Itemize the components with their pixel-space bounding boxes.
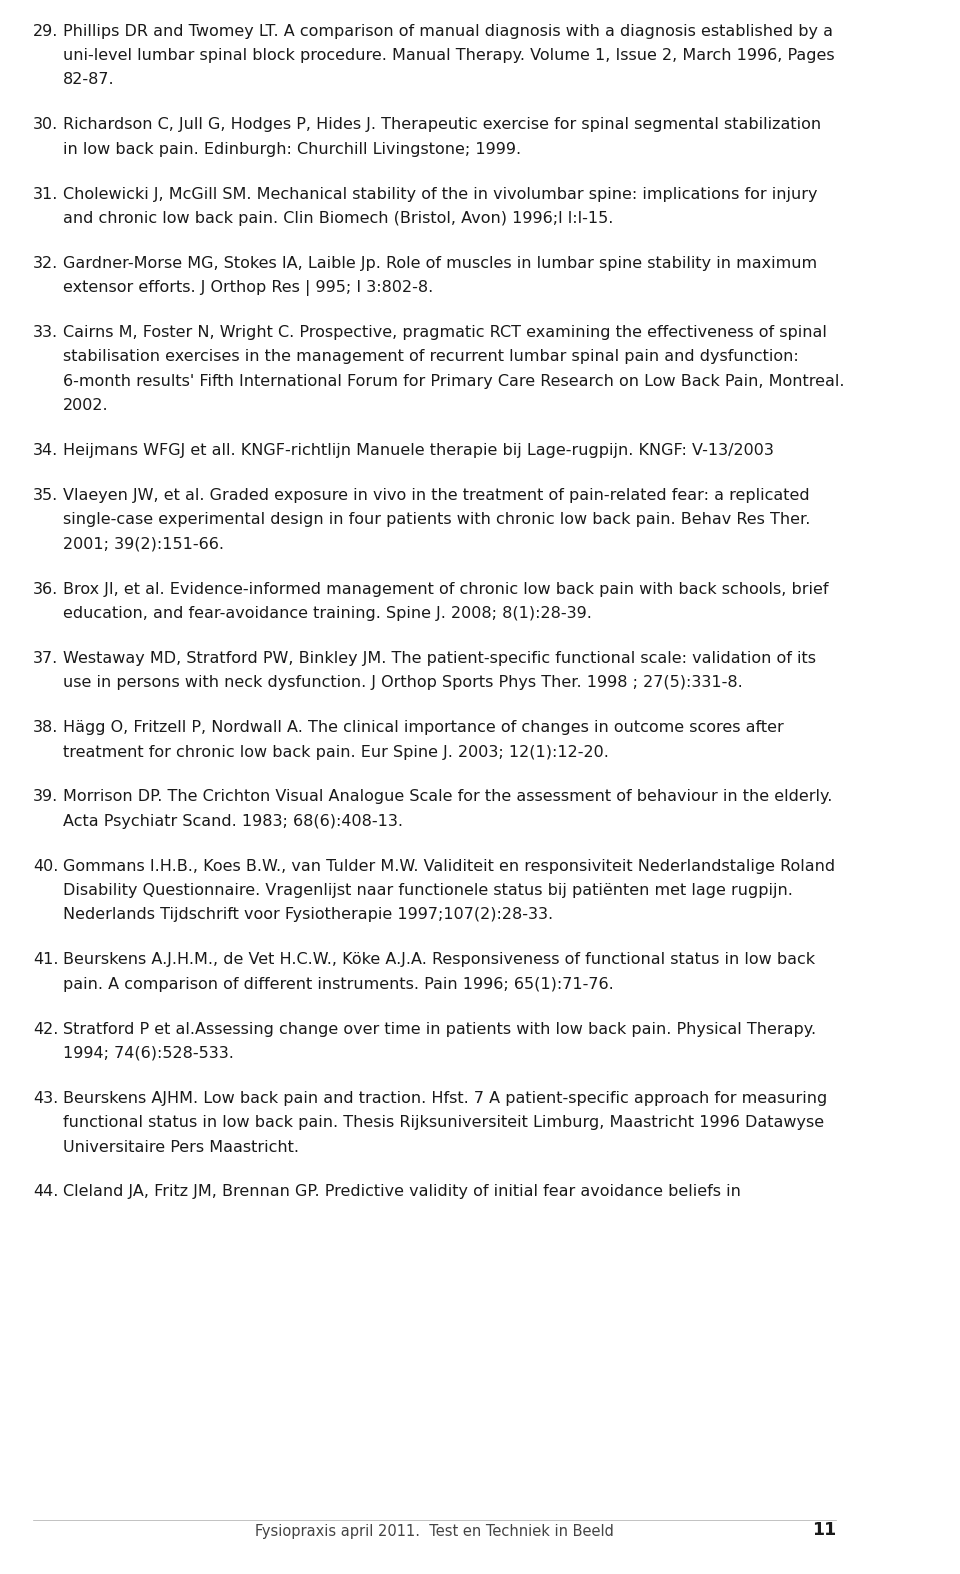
Text: Phillips DR and Twomey LT. A comparison of manual diagnosis with a diagnosis est: Phillips DR and Twomey LT. A comparison … xyxy=(62,24,832,39)
Text: Disability Questionnaire. Vragenlijst naar functionele status bij patiënten met : Disability Questionnaire. Vragenlijst na… xyxy=(62,883,792,899)
Text: 41.: 41. xyxy=(33,952,59,968)
Text: 11: 11 xyxy=(811,1522,836,1539)
Text: Stratford P et al.Assessing change over time in patients with low back pain. Phy: Stratford P et al.Assessing change over … xyxy=(62,1022,816,1037)
Text: 35.: 35. xyxy=(33,488,59,504)
Text: and chronic low back pain. Clin Biomech (Bristol, Avon) 1996;l l:l-15.: and chronic low back pain. Clin Biomech … xyxy=(62,211,612,227)
Text: Fysiopraxis april 2011.  Test en Techniek in Beeld: Fysiopraxis april 2011. Test en Techniek… xyxy=(255,1524,613,1539)
Text: use in persons with neck dysfunction. J Orthop Sports Phys Ther. 1998 ; 27(5):33: use in persons with neck dysfunction. J … xyxy=(62,675,742,691)
Text: 36.: 36. xyxy=(33,581,59,597)
Text: 2001; 39(2):151-66.: 2001; 39(2):151-66. xyxy=(62,537,224,552)
Text: 39.: 39. xyxy=(33,789,59,804)
Text: education, and fear-avoidance training. Spine J. 2008; 8(1):28-39.: education, and fear-avoidance training. … xyxy=(62,606,591,622)
Text: 43.: 43. xyxy=(33,1091,59,1107)
Text: Cairns M, Foster N, Wright C. Prospective, pragmatic RCT examining the effective: Cairns M, Foster N, Wright C. Prospectiv… xyxy=(62,324,827,340)
Text: Brox JI, et al. Evidence-informed management of chronic low back pain with back : Brox JI, et al. Evidence-informed manage… xyxy=(62,581,828,597)
Text: Westaway MD, Stratford PW, Binkley JM. The patient-specific functional scale: va: Westaway MD, Stratford PW, Binkley JM. T… xyxy=(62,650,816,666)
Text: single-case experimental design in four patients with chronic low back pain. Beh: single-case experimental design in four … xyxy=(62,512,810,527)
Text: 31.: 31. xyxy=(33,186,59,201)
Text: in low back pain. Edinburgh: Churchill Livingstone; 1999.: in low back pain. Edinburgh: Churchill L… xyxy=(62,142,520,157)
Text: 42.: 42. xyxy=(33,1022,59,1037)
Text: 34.: 34. xyxy=(33,442,59,458)
Text: Acta Psychiatr Scand. 1983; 68(6):408-13.: Acta Psychiatr Scand. 1983; 68(6):408-13… xyxy=(62,814,402,829)
Text: Morrison DP. The Crichton Visual Analogue Scale for the assessment of behaviour : Morrison DP. The Crichton Visual Analogu… xyxy=(62,789,832,804)
Text: extensor efforts. J Orthop Res | 995; I 3:802-8.: extensor efforts. J Orthop Res | 995; I … xyxy=(62,280,433,296)
Text: 33.: 33. xyxy=(33,324,59,340)
Text: 32.: 32. xyxy=(33,255,59,271)
Text: Beurskens AJHM. Low back pain and traction. Hfst. 7 A patient-specific approach : Beurskens AJHM. Low back pain and tracti… xyxy=(62,1091,827,1107)
Text: 40.: 40. xyxy=(33,858,59,874)
Text: 29.: 29. xyxy=(33,24,59,39)
Text: Nederlands Tijdschrift voor Fysiotherapie 1997;107(2):28-33.: Nederlands Tijdschrift voor Fysiotherapi… xyxy=(62,907,553,922)
Text: treatment for chronic low back pain. Eur Spine J. 2003; 12(1):12-20.: treatment for chronic low back pain. Eur… xyxy=(62,745,609,760)
Text: 44.: 44. xyxy=(33,1184,59,1199)
Text: 38.: 38. xyxy=(33,719,59,735)
Text: Cholewicki J, McGill SM. Mechanical stability of the in vivolumbar spine: implic: Cholewicki J, McGill SM. Mechanical stab… xyxy=(62,186,817,201)
Text: Universitaire Pers Maastricht.: Universitaire Pers Maastricht. xyxy=(62,1140,299,1155)
Text: functional status in low back pain. Thesis Rijksuniversiteit Limburg, Maastricht: functional status in low back pain. Thes… xyxy=(62,1114,824,1130)
Text: 82-87.: 82-87. xyxy=(62,72,114,88)
Text: Hägg O, Fritzell P, Nordwall A. The clinical importance of changes in outcome sc: Hägg O, Fritzell P, Nordwall A. The clin… xyxy=(62,719,783,735)
Text: 6-month results' Fifth International Forum for Primary Care Research on Low Back: 6-month results' Fifth International For… xyxy=(62,373,844,389)
Text: Cleland JA, Fritz JM, Brennan GP. Predictive validity of initial fear avoidance : Cleland JA, Fritz JM, Brennan GP. Predic… xyxy=(62,1184,740,1199)
Text: 1994; 74(6):528-533.: 1994; 74(6):528-533. xyxy=(62,1045,233,1061)
Text: Richardson C, Jull G, Hodges P, Hides J. Therapeutic exercise for spinal segment: Richardson C, Jull G, Hodges P, Hides J.… xyxy=(62,118,821,132)
Text: uni-level lumbar spinal block procedure. Manual Therapy. Volume 1, Issue 2, Marc: uni-level lumbar spinal block procedure.… xyxy=(62,49,834,63)
Text: pain. A comparison of different instruments. Pain 1996; 65(1):71-76.: pain. A comparison of different instrume… xyxy=(62,976,613,992)
Text: 37.: 37. xyxy=(33,650,59,666)
Text: stabilisation exercises in the management of recurrent lumbar spinal pain and dy: stabilisation exercises in the managemen… xyxy=(62,349,799,365)
Text: 30.: 30. xyxy=(33,118,59,132)
Text: Beurskens A.J.H.M., de Vet H.C.W., Köke A.J.A. Responsiveness of functional stat: Beurskens A.J.H.M., de Vet H.C.W., Köke … xyxy=(62,952,815,968)
Text: Gardner-Morse MG, Stokes IA, Laible Jp. Role of muscles in lumbar spine stabilit: Gardner-Morse MG, Stokes IA, Laible Jp. … xyxy=(62,255,817,271)
Text: 2002.: 2002. xyxy=(62,398,108,414)
Text: Heijmans WFGJ et all. KNGF-richtlijn Manuele therapie bij Lage-rugpijn. KNGF: V-: Heijmans WFGJ et all. KNGF-richtlijn Man… xyxy=(62,442,774,458)
Text: Vlaeyen JW, et al. Graded exposure in vivo in the treatment of pain-related fear: Vlaeyen JW, et al. Graded exposure in vi… xyxy=(62,488,809,504)
Text: Gommans I.H.B., Koes B.W., van Tulder M.W. Validiteit en responsiviteit Nederlan: Gommans I.H.B., Koes B.W., van Tulder M.… xyxy=(62,858,834,874)
